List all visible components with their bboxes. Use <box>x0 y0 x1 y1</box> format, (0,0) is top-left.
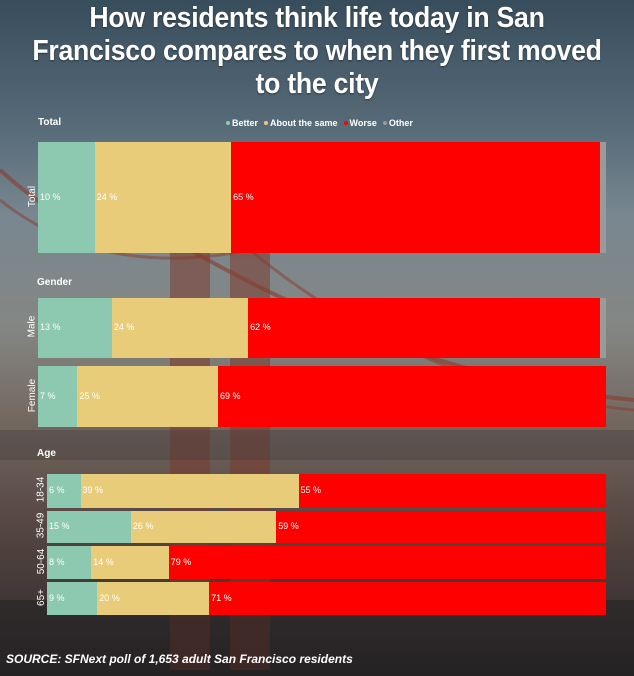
data-label-65--better: 9 % <box>49 592 65 603</box>
row-label-35-49: 35-49 <box>35 512 47 539</box>
bar-female-worse <box>217 366 606 427</box>
data-label-65--about-the-same: 20 % <box>99 592 120 603</box>
legend-label-other: Other <box>388 118 413 128</box>
bar-male-about-the-same <box>111 298 249 358</box>
legend-dot-other <box>382 121 387 125</box>
data-label-35-49-about-the-same: 26 % <box>132 521 154 531</box>
legend-label-worse: Worse <box>349 118 377 128</box>
bar-35-49-better <box>47 511 131 543</box>
bar-female-about-the-same <box>77 366 218 427</box>
data-label-female-about-the-same: 25 % <box>79 390 100 401</box>
data-label-male-about-the-same: 24 % <box>113 322 135 332</box>
bar-65--about-the-same <box>97 582 210 615</box>
bar-50-64-about-the-same <box>91 546 169 579</box>
chart-title: How residents think life today in San Fr… <box>32 2 602 100</box>
section-label-gender: Gender <box>37 277 73 288</box>
chart-legend: Better About the same Worse Other <box>226 118 413 128</box>
row-label-18-34: 18-34 <box>35 476 47 503</box>
data-label-total-worse: 65 % <box>233 191 254 202</box>
data-label-50-64-worse: 79 % <box>170 556 192 567</box>
row-label-male: Male <box>26 315 38 338</box>
data-label-18-34-worse: 55 % <box>300 485 322 495</box>
data-label-35-49-worse: 59 % <box>278 521 299 531</box>
data-label-65--worse: 71 % <box>211 592 232 603</box>
bar-35-49-worse <box>276 511 606 543</box>
data-label-total-about-the-same: 24 % <box>96 191 118 202</box>
bar-50-64-better <box>47 546 92 579</box>
bar-total-worse <box>231 142 601 253</box>
row-label-65-: 65+ <box>35 588 47 606</box>
legend-dot-about-the-same <box>264 121 269 125</box>
legend-label-about-the-same: About the same <box>270 118 338 128</box>
bar-male-worse <box>248 298 601 358</box>
source-note: SOURCE: SFNext poll of 1,653 adult San F… <box>6 652 353 666</box>
data-label-female-worse: 69 % <box>219 390 241 401</box>
bar-total-better <box>38 142 95 253</box>
data-label-female-better: 7 % <box>40 390 56 401</box>
data-label-male-better: 13 % <box>40 322 61 332</box>
data-label-50-64-better: 8 % <box>49 556 65 567</box>
legend-dot-worse <box>343 121 348 125</box>
bar-35-49-about-the-same <box>130 511 277 543</box>
data-label-35-49-better: 15 % <box>49 521 70 531</box>
bar-65--worse <box>209 582 606 615</box>
data-label-male-worse: 62 % <box>250 322 271 332</box>
data-label-18-34-better: 6 % <box>49 485 65 495</box>
bar-female-better <box>38 366 78 427</box>
bar-65--better <box>47 582 98 615</box>
bar-male-better <box>38 298 112 358</box>
legend-item-other: Other <box>382 118 413 128</box>
legend-item-worse: Worse <box>343 118 377 128</box>
row-label-total: Total <box>26 185 38 207</box>
row-label-female: Female <box>26 378 38 412</box>
data-label-50-64-about-the-same: 14 % <box>93 556 114 567</box>
legend-dot-better <box>226 121 230 125</box>
data-label-18-34-about-the-same: 39 % <box>82 485 104 495</box>
legend-label-better: Better <box>232 118 259 128</box>
legend-item-better: Better <box>226 118 258 128</box>
section-label-total: Total <box>38 117 62 128</box>
bar-18-34-about-the-same <box>80 474 299 508</box>
bar-total-other <box>600 142 606 253</box>
legend-item-about-the-same: About the same <box>264 118 338 128</box>
bar-18-34-better <box>47 474 81 508</box>
bar-18-34-worse <box>298 474 606 508</box>
row-label-50-64: 50-64 <box>35 548 47 574</box>
section-label-age: Age <box>37 448 56 459</box>
bar-50-64-worse <box>168 546 606 579</box>
data-label-total-better: 10 % <box>40 191 61 202</box>
bar-male-other <box>600 298 606 358</box>
bar-total-about-the-same <box>94 142 232 253</box>
